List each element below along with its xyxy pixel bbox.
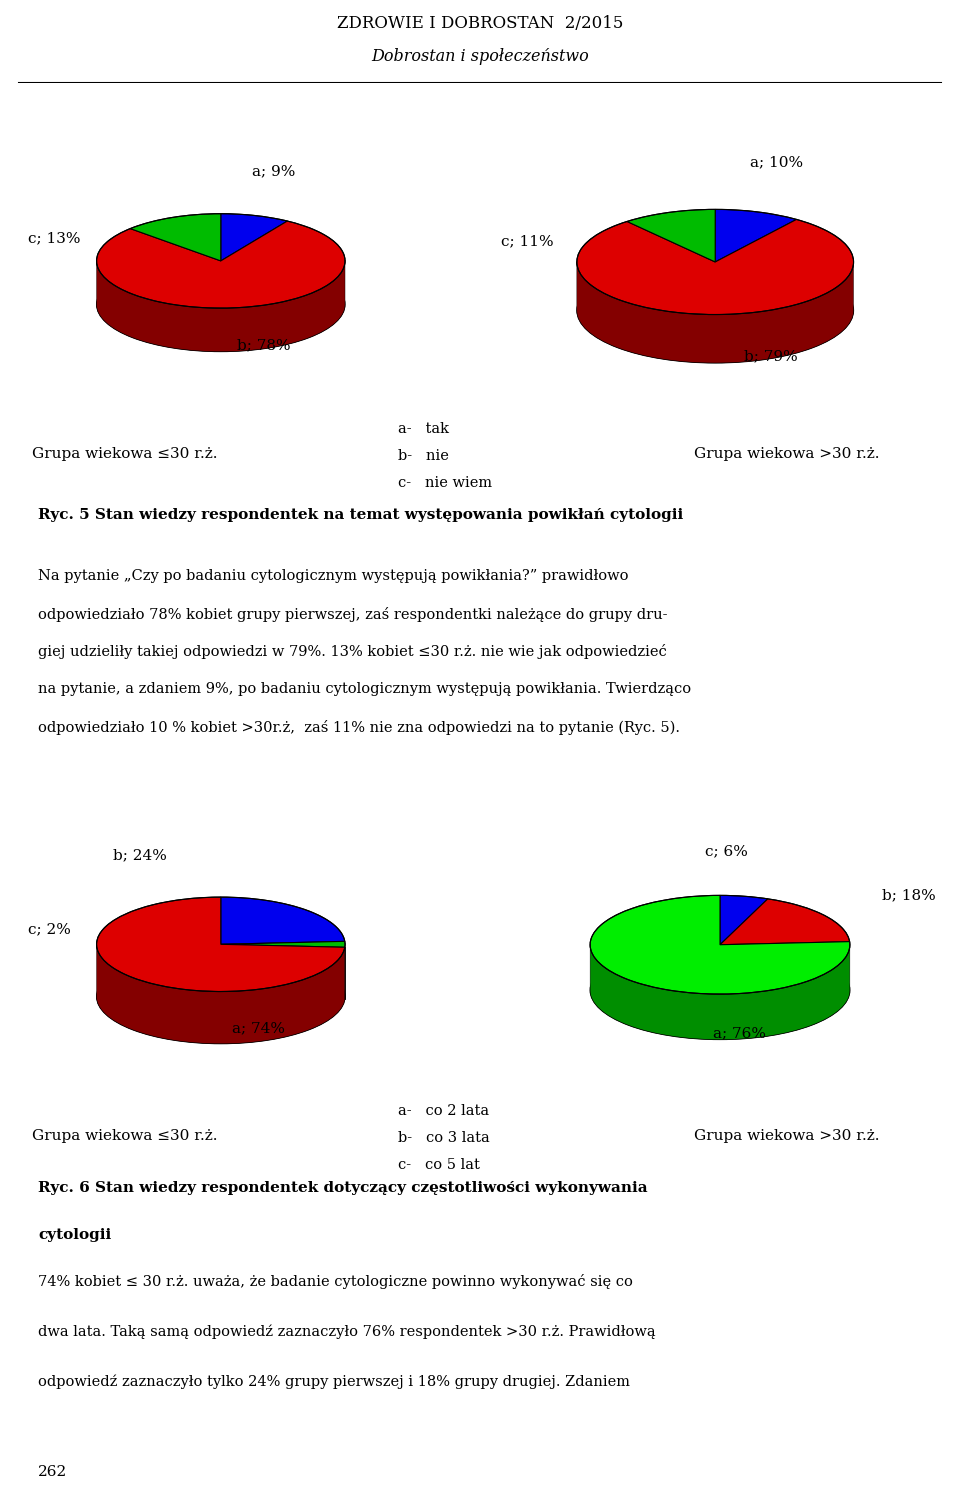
Ellipse shape — [97, 949, 345, 1044]
Wedge shape — [97, 221, 345, 308]
Wedge shape — [715, 209, 797, 261]
Text: 262: 262 — [38, 1464, 67, 1479]
Text: c-   nie wiem: c- nie wiem — [398, 476, 492, 490]
Text: a; 10%: a; 10% — [750, 155, 803, 170]
Text: c; 11%: c; 11% — [501, 234, 553, 248]
Text: c; 6%: c; 6% — [705, 844, 748, 858]
Text: Dobrostan i społeczeństwo: Dobrostan i społeczeństwo — [372, 48, 588, 65]
Wedge shape — [221, 942, 345, 948]
Wedge shape — [720, 895, 768, 945]
Wedge shape — [221, 213, 287, 261]
Text: a-   tak: a- tak — [398, 422, 449, 436]
Text: na pytanie, a zdaniem 9%, po badaniu cytologicznym występują powikłania. Twierdz: na pytanie, a zdaniem 9%, po badaniu cyt… — [38, 682, 691, 695]
Wedge shape — [221, 897, 345, 945]
Text: c-   co 5 lat: c- co 5 lat — [398, 1158, 480, 1172]
Text: Ryc. 5 Stan wiedzy respondentek na temat występowania powikłań cytologii: Ryc. 5 Stan wiedzy respondentek na temat… — [38, 508, 684, 521]
Text: dwa lata. Taką samą odpowiedź zaznaczyło 76% respondentek >30 r.ż. Prawidłową: dwa lata. Taką samą odpowiedź zaznaczyło… — [38, 1325, 656, 1338]
Wedge shape — [577, 219, 853, 314]
Text: b; 79%: b; 79% — [744, 348, 798, 363]
Text: a-   co 2 lata: a- co 2 lata — [398, 1104, 490, 1117]
Text: cytologii: cytologii — [38, 1229, 111, 1242]
Ellipse shape — [97, 257, 345, 351]
Wedge shape — [97, 897, 345, 991]
Wedge shape — [131, 213, 221, 261]
Wedge shape — [627, 209, 715, 261]
Text: b; 24%: b; 24% — [113, 847, 167, 862]
Polygon shape — [590, 943, 850, 1039]
Text: Grupa wiekowa ≤30 r.ż.: Grupa wiekowa ≤30 r.ż. — [32, 1128, 218, 1143]
Text: Grupa wiekowa >30 r.ż.: Grupa wiekowa >30 r.ż. — [694, 446, 880, 461]
Ellipse shape — [590, 940, 850, 1039]
Text: b-   nie: b- nie — [398, 449, 449, 463]
Text: c; 2%: c; 2% — [28, 922, 71, 936]
Text: odpowiedziało 78% kobiet grupy pierwszej, zaś respondentki należące do grupy dru: odpowiedziało 78% kobiet grupy pierwszej… — [38, 607, 668, 622]
Text: a; 76%: a; 76% — [713, 1026, 766, 1039]
Polygon shape — [577, 261, 853, 363]
Text: odpowiedź zaznaczyło tylko 24% grupy pierwszej i 18% grupy drugiej. Zdaniem: odpowiedź zaznaczyło tylko 24% grupy pie… — [38, 1374, 631, 1389]
Text: 74% kobiet ≤ 30 r.ż. uważa, że badanie cytologiczne powinno wykonywać się co: 74% kobiet ≤ 30 r.ż. uważa, że badanie c… — [38, 1274, 634, 1289]
Text: b; 78%: b; 78% — [237, 338, 291, 353]
Text: a; 74%: a; 74% — [231, 1021, 284, 1036]
Text: b; 18%: b; 18% — [882, 888, 936, 903]
Text: Grupa wiekowa ≤30 r.ż.: Grupa wiekowa ≤30 r.ż. — [32, 446, 218, 461]
Wedge shape — [590, 895, 850, 994]
Wedge shape — [720, 898, 850, 945]
Text: odpowiedziało 10 % kobiet >30r.ż,  zaś 11% nie zna odpowiedzi na to pytanie (Ryc: odpowiedziało 10 % kobiet >30r.ż, zaś 11… — [38, 719, 681, 734]
Text: ZDROWIE I DOBROSTAN  2/2015: ZDROWIE I DOBROSTAN 2/2015 — [337, 15, 623, 32]
Polygon shape — [97, 260, 345, 351]
Text: Na pytanie „Czy po badaniu cytologicznym występują powikłania?” prawidłowo: Na pytanie „Czy po badaniu cytologicznym… — [38, 569, 629, 583]
Text: Ryc. 6 Stan wiedzy respondentek dotyczący częstotliwości wykonywania: Ryc. 6 Stan wiedzy respondentek dotycząc… — [38, 1181, 648, 1196]
Text: b-   co 3 lata: b- co 3 lata — [398, 1131, 491, 1145]
Text: Grupa wiekowa >30 r.ż.: Grupa wiekowa >30 r.ż. — [694, 1128, 880, 1143]
Text: c; 13%: c; 13% — [28, 231, 81, 245]
Polygon shape — [97, 945, 345, 1044]
Text: giej udzieliły takiej odpowiedzi w 79%. 13% kobiet ≤30 r.ż. nie wie jak odpowied: giej udzieliły takiej odpowiedzi w 79%. … — [38, 644, 667, 659]
Ellipse shape — [577, 258, 853, 363]
Text: a; 9%: a; 9% — [252, 164, 296, 179]
